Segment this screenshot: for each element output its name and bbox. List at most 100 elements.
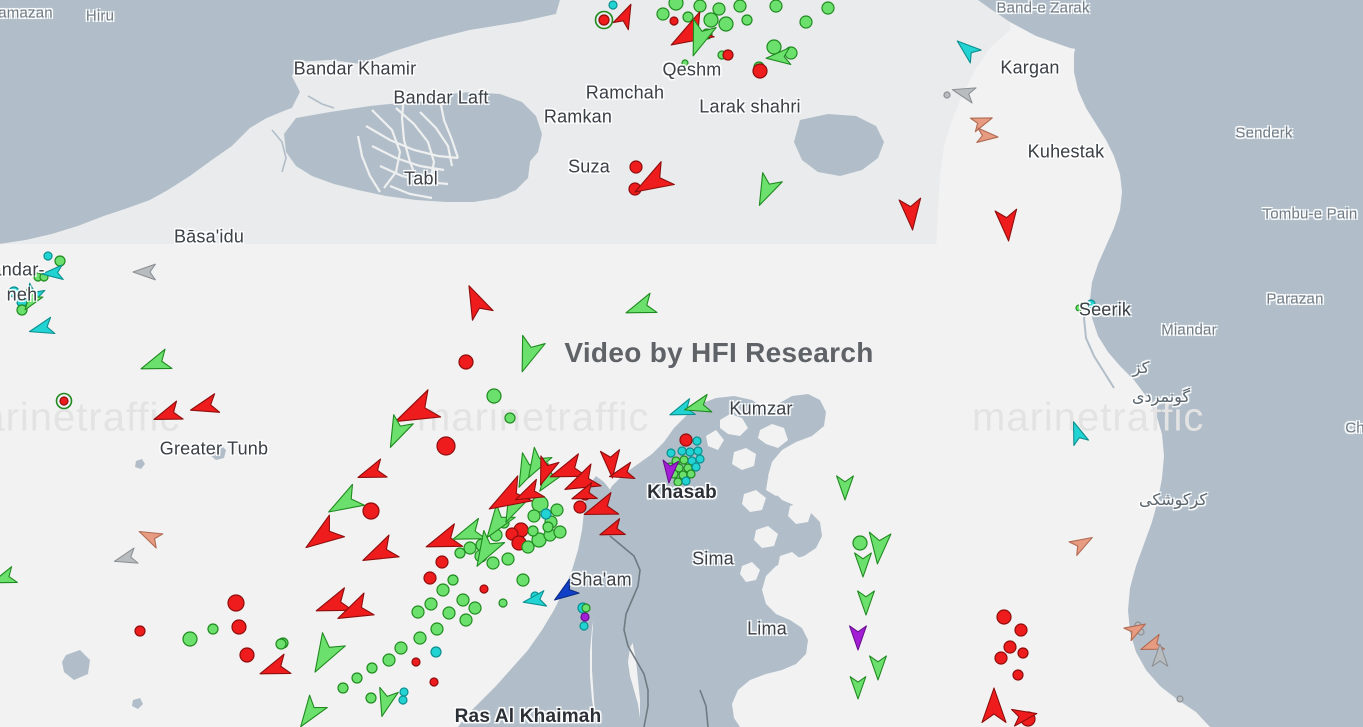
vessel-marker-moored-cargo[interactable] bbox=[459, 613, 473, 627]
vessel-marker-underway-tanker[interactable] bbox=[389, 389, 442, 435]
vessel-marker-underway-fishing[interactable] bbox=[969, 111, 994, 133]
vessel-marker-moored-passenger[interactable] bbox=[430, 646, 442, 658]
vessel-marker-moored-tanker[interactable] bbox=[679, 433, 693, 447]
vessel-marker-moored-passenger[interactable] bbox=[608, 0, 618, 10]
vessel-marker-underway-tanker[interactable] bbox=[607, 461, 636, 484]
vessel-marker-moored-passenger[interactable] bbox=[43, 251, 53, 261]
vessel-marker-underway-tanker[interactable] bbox=[333, 592, 375, 629]
vessel-marker-underway-tanker[interactable] bbox=[511, 478, 546, 508]
vessel-marker-moored-cargo[interactable] bbox=[411, 605, 425, 619]
vessel-marker-moored-tanker[interactable] bbox=[479, 584, 489, 594]
vessel-marker-moored-cargo[interactable] bbox=[498, 598, 508, 608]
vessel-marker-underway-cargo[interactable] bbox=[292, 694, 328, 727]
vessel-marker-moored-cargo[interactable] bbox=[766, 39, 782, 55]
vessel-marker-moored-tanker[interactable] bbox=[411, 657, 421, 667]
vessel-marker-underway-cargo[interactable] bbox=[381, 414, 414, 452]
vessel-marker-underway-tanker[interactable] bbox=[257, 653, 292, 683]
vessel-marker-underway-tanker[interactable] bbox=[355, 458, 388, 486]
vessel-marker-underway-tanker[interactable] bbox=[599, 449, 622, 479]
vessel-marker-moored-cargo[interactable] bbox=[682, 11, 694, 23]
vessel-marker-underway-unspecified[interactable] bbox=[1151, 643, 1169, 667]
vessel-marker-moored-cargo[interactable] bbox=[668, 0, 684, 11]
vessel-marker-underway-tanker[interactable] bbox=[612, 1, 638, 31]
vessel-marker-moored-cargo[interactable] bbox=[463, 541, 477, 555]
vessel-marker-underway-fishing[interactable] bbox=[136, 524, 164, 549]
vessel-marker-moored-tanker[interactable] bbox=[752, 63, 768, 79]
vessel-marker-moored-tanker[interactable] bbox=[458, 354, 474, 370]
vessel-marker-underway-cargo[interactable] bbox=[857, 590, 875, 616]
vessel-marker-underway-cargo[interactable] bbox=[511, 334, 546, 376]
vessel-marker-moored-cargo[interactable] bbox=[394, 641, 408, 655]
vessel-marker-underway-cargo[interactable] bbox=[19, 288, 44, 314]
vessel-marker-underway-cargo[interactable] bbox=[849, 676, 867, 700]
vessel-marker-underway-cargo[interactable] bbox=[323, 483, 366, 522]
vessel-marker-underway-cargo[interactable] bbox=[867, 531, 892, 565]
vessel-marker-underway-fishing[interactable] bbox=[1138, 633, 1166, 656]
vessel-marker-moored-cargo[interactable] bbox=[447, 574, 459, 586]
vessel-marker-moored-cargo[interactable] bbox=[442, 606, 456, 620]
vessel-marker-moored-unspecified[interactable] bbox=[1176, 695, 1184, 703]
vessel-marker-moored-unspecified[interactable] bbox=[943, 91, 951, 99]
vessel-marker-moored-tanker[interactable] bbox=[996, 609, 1012, 625]
vessel-marker-underway-passenger[interactable] bbox=[952, 35, 982, 64]
vessel-marker-underway-cargo[interactable] bbox=[869, 655, 887, 681]
vessel-marker-moored-cargo[interactable] bbox=[581, 603, 591, 613]
vessel-marker-moored-cargo[interactable] bbox=[686, 469, 696, 479]
vessel-marker-underway-tanker[interactable] bbox=[358, 534, 400, 571]
vessel-marker-moored-tanker[interactable] bbox=[598, 14, 610, 26]
vessel-marker-moored-tanker[interactable] bbox=[423, 571, 437, 585]
vessel-marker-underway-tanker[interactable] bbox=[1011, 705, 1039, 727]
vessel-marker-underway-cargo[interactable] bbox=[750, 172, 783, 210]
vessel-marker-underway-cargo[interactable] bbox=[682, 18, 717, 60]
vessel-marker-underway-cargo[interactable] bbox=[765, 47, 792, 67]
vessel-marker-moored-passenger[interactable] bbox=[1086, 299, 1096, 309]
vessel-marker-underway-tanker[interactable] bbox=[597, 518, 626, 543]
vessel-marker-underway-cargo[interactable] bbox=[854, 552, 872, 578]
vessel-marker-underway-tanker[interactable] bbox=[151, 400, 184, 428]
vessel-marker-moored-cargo[interactable] bbox=[733, 0, 747, 13]
vessel-marker-moored-cargo[interactable] bbox=[468, 601, 482, 615]
vessel-marker-moored-passenger[interactable] bbox=[666, 448, 676, 458]
vessel-marker-underway-tanker[interactable] bbox=[298, 514, 346, 558]
vessel-marker-underway-tanker[interactable] bbox=[532, 455, 560, 488]
vessel-marker-underway-special[interactable] bbox=[849, 625, 867, 651]
vessel-marker-underway-tanker[interactable] bbox=[569, 482, 598, 507]
vessel-marker-moored-cargo[interactable] bbox=[741, 14, 753, 26]
vessel-marker-moored-cargo[interactable] bbox=[718, 16, 734, 32]
vessel-marker-moored-passenger[interactable] bbox=[692, 436, 702, 446]
vessel-marker-underway-tanker[interactable] bbox=[422, 523, 464, 558]
vessel-marker-underway-passenger[interactable] bbox=[522, 590, 548, 610]
vessel-marker-moored-cargo[interactable] bbox=[681, 59, 689, 67]
vessel-marker-underway-tanker[interactable] bbox=[482, 475, 533, 522]
vessel-marker-moored-cargo[interactable] bbox=[413, 631, 427, 645]
vessel-marker-moored-cargo[interactable] bbox=[382, 653, 396, 667]
vessel-marker-moored-tanker[interactable] bbox=[436, 436, 456, 456]
vessel-marker-moored-tanker[interactable] bbox=[362, 502, 380, 520]
vessel-marker-underway-cargo[interactable] bbox=[478, 503, 516, 544]
vessel-marker-moored-tanker[interactable] bbox=[429, 677, 439, 687]
vessel-marker-underway-pleasure[interactable] bbox=[550, 578, 580, 607]
vessel-marker-underway-cargo[interactable] bbox=[0, 566, 18, 591]
vessel-marker-underway-tanker[interactable] bbox=[188, 393, 221, 420]
vessel-marker-underway-cargo[interactable] bbox=[682, 393, 713, 419]
vessel-marker-moored-cargo[interactable] bbox=[16, 304, 28, 316]
vessel-marker-moored-tanker[interactable] bbox=[669, 16, 679, 26]
vessel-marker-underway-unspecified[interactable] bbox=[112, 547, 139, 569]
vessel-marker-moored-tanker[interactable] bbox=[629, 160, 643, 174]
vessel-marker-underway-tanker[interactable] bbox=[580, 492, 620, 526]
vessel-marker-moored-cargo[interactable] bbox=[275, 638, 287, 650]
vessel-marker-underway-tanker[interactable] bbox=[628, 161, 675, 204]
vessel-marker-underway-cargo[interactable] bbox=[623, 292, 658, 322]
vessel-marker-moored-tanker[interactable] bbox=[134, 625, 146, 637]
vessel-marker-underway-cargo[interactable] bbox=[373, 686, 399, 719]
vessel-marker-moored-cargo[interactable] bbox=[366, 662, 378, 674]
vessel-marker-underway-tanker[interactable] bbox=[459, 281, 494, 321]
vessel-marker-moored-tanker[interactable] bbox=[1017, 647, 1029, 659]
vessel-marker-underway-cargo[interactable] bbox=[304, 632, 346, 679]
vessel-marker-moored-tanker[interactable] bbox=[239, 647, 255, 663]
vessel-marker-underway-unspecified[interactable] bbox=[132, 263, 156, 281]
vessel-marker-moored-tanker[interactable] bbox=[573, 500, 587, 514]
vessel-marker-moored-cargo[interactable] bbox=[521, 540, 535, 554]
vessel-marker-moored-tanker[interactable] bbox=[59, 396, 69, 406]
